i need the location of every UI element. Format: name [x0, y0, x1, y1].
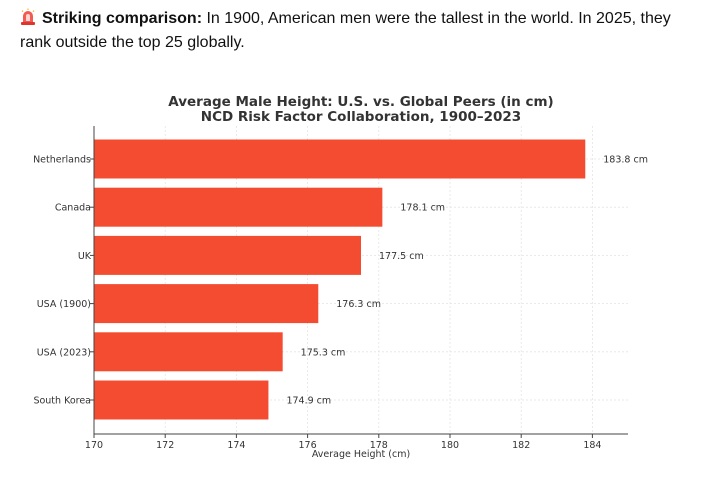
y-tick-label: USA (2023): [37, 347, 91, 358]
y-tick-label: Netherlands: [33, 155, 91, 166]
bar: [94, 139, 586, 179]
intro-bold-label: Striking comparison:: [42, 10, 203, 27]
x-tick-label: 174: [227, 440, 245, 451]
height-bar-chart: Average Male Height: U.S. vs. Global Pee…: [33, 94, 648, 460]
x-tick-label: 176: [299, 440, 317, 451]
bar: [94, 284, 319, 324]
bar-value-label: 183.8 cm: [603, 155, 648, 166]
bar-value-label: 176.3 cm: [336, 299, 381, 310]
bar-value-label: 175.3 cm: [301, 347, 346, 358]
y-tick-label: South Korea: [33, 396, 91, 407]
bar: [94, 380, 269, 420]
x-tick-label: 182: [512, 440, 530, 451]
y-tick-label: USA (1900): [37, 299, 91, 310]
x-axis-label: Average Height (cm): [312, 449, 410, 460]
bar: [94, 332, 283, 372]
bar-value-label: 177.5 cm: [379, 251, 424, 262]
chart-title: Average Male Height: U.S. vs. Global Pee…: [168, 94, 553, 110]
axis-ticks: Netherlands Canada UK USA (1900) USA (2023) S…: [33, 155, 601, 452]
y-tick-label: Canada: [55, 203, 91, 214]
x-tick-label: 172: [156, 440, 174, 451]
bar: [94, 235, 361, 275]
x-tick-label: 180: [441, 440, 459, 451]
x-tick-label: 170: [85, 440, 103, 451]
bars: 183.8 cm 178.1 cm 177.5 cm 176.3 cm 175.3 cm…: [94, 139, 648, 420]
rotating-light-icon: [21, 8, 35, 25]
chart-subtitle: NCD Risk Factor Collaboration, 1900–2023: [201, 109, 521, 125]
intro-body: In 1900, American men were the tallest i…: [20, 10, 671, 51]
y-tick-label: UK: [78, 251, 92, 262]
bar: [94, 187, 383, 227]
bar-value-label: 174.9 cm: [286, 396, 331, 407]
intro-text: Striking comparison: In 1900, American m…: [20, 7, 688, 55]
bar-value-label: 178.1 cm: [400, 203, 445, 214]
x-tick-label: 184: [583, 440, 601, 451]
x-tick-label: 178: [370, 440, 388, 451]
